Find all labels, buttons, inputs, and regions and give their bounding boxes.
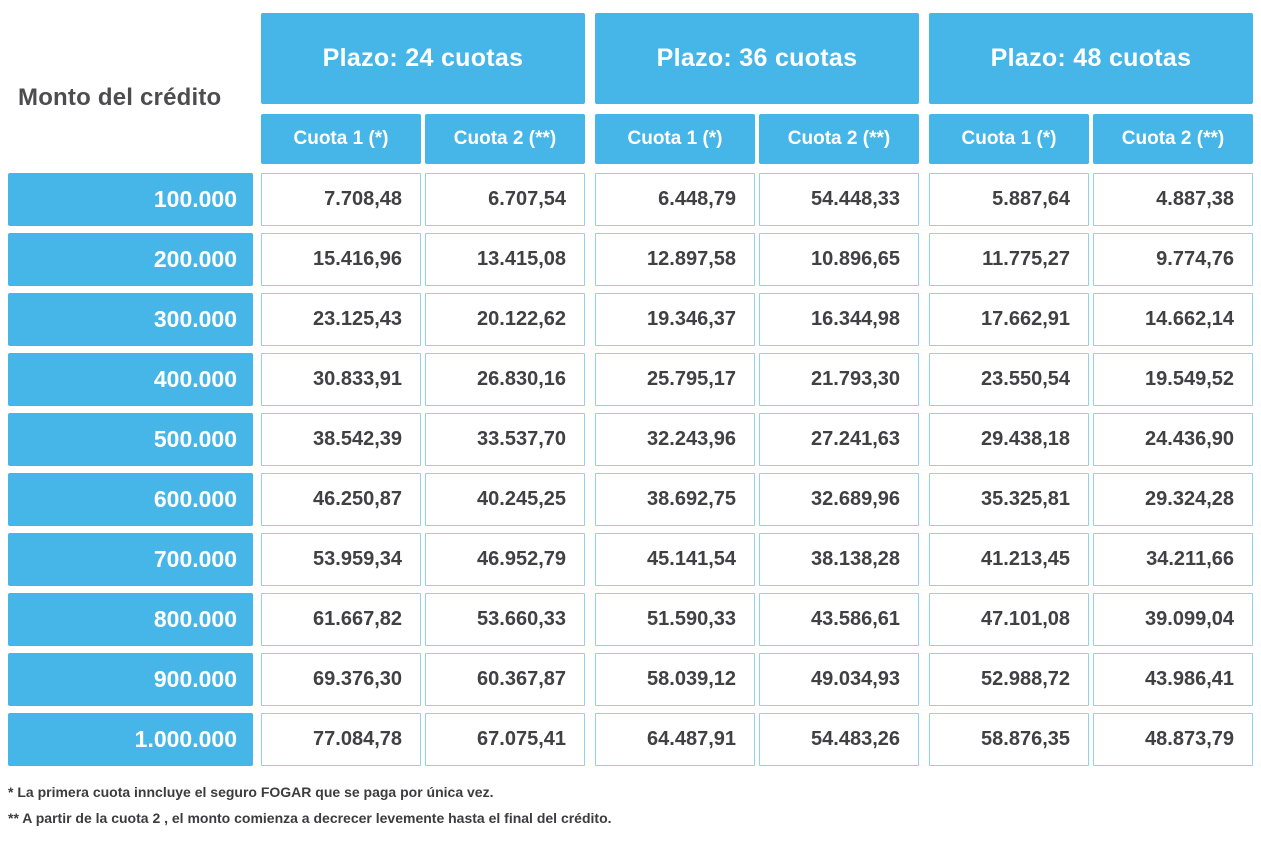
cell-36-cuota2: 49.034,93 [759, 653, 919, 706]
cell-24-cuota1: 61.667,82 [261, 593, 421, 646]
table-row: 200.000 15.416,96 13.415,08 12.897,58 10.896… [8, 233, 1253, 286]
row-monto-label: 800.000 [8, 593, 253, 646]
cell-24-cuota2: 46.952,79 [425, 533, 585, 586]
cell-36-cuota2: 54.448,33 [759, 173, 919, 226]
group-header-row: Plazo: 24 cuotas Plazo: 36 cuotas Plazo:… [8, 13, 1253, 104]
cell-36-cuota1: 51.590,33 [595, 593, 755, 646]
table-row: 1.000.000 77.084,78 67.075,41 64.487,91 54.4… [8, 713, 1253, 766]
cell-48-cuota1: 41.213,45 [929, 533, 1089, 586]
cell-48-cuota2: 29.324,28 [1093, 473, 1253, 526]
cell-24-cuota1: 15.416,96 [261, 233, 421, 286]
cell-24-cuota1: 77.084,78 [261, 713, 421, 766]
cell-48-cuota2: 4.887,38 [1093, 173, 1253, 226]
cell-36-cuota2: 43.586,61 [759, 593, 919, 646]
table-body: 100.000 7.708,48 6.707,54 6.448,79 54.448,33… [8, 173, 1253, 766]
subheader-36-cuota1: Cuota 1 (*) [595, 114, 755, 164]
table-row: 900.000 69.376,30 60.367,87 58.039,12 49.034… [8, 653, 1253, 706]
subheader-48-cuota1: Cuota 1 (*) [929, 114, 1089, 164]
cell-24-cuota1: 69.376,30 [261, 653, 421, 706]
cell-48-cuota1: 47.101,08 [929, 593, 1089, 646]
cell-36-cuota1: 64.487,91 [595, 713, 755, 766]
cell-36-cuota1: 38.692,75 [595, 473, 755, 526]
cell-36-cuota2: 38.138,28 [759, 533, 919, 586]
cell-36-cuota2: 21.793,30 [759, 353, 919, 406]
cell-24-cuota2: 60.367,87 [425, 653, 585, 706]
cell-24-cuota2: 67.075,41 [425, 713, 585, 766]
cell-24-cuota2: 6.707,54 [425, 173, 585, 226]
row-monto-label: 600.000 [8, 473, 253, 526]
cell-24-cuota2: 26.830,16 [425, 353, 585, 406]
cell-48-cuota1: 29.438,18 [929, 413, 1089, 466]
subheader-48-cuota2: Cuota 2 (**) [1093, 114, 1253, 164]
subheader-36-cuota2: Cuota 2 (**) [759, 114, 919, 164]
cell-24-cuota2: 13.415,08 [425, 233, 585, 286]
footnote-decrecer: ** A partir de la cuota 2 , el monto com… [8, 810, 612, 826]
row-monto-label: 400.000 [8, 353, 253, 406]
cell-24-cuota1: 46.250,87 [261, 473, 421, 526]
cell-48-cuota1: 52.988,72 [929, 653, 1089, 706]
cell-48-cuota2: 39.099,04 [1093, 593, 1253, 646]
cell-48-cuota1: 5.887,64 [929, 173, 1089, 226]
row-monto-label: 300.000 [8, 293, 253, 346]
cell-24-cuota2: 53.660,33 [425, 593, 585, 646]
cell-36-cuota2: 32.689,96 [759, 473, 919, 526]
cell-48-cuota1: 35.325,81 [929, 473, 1089, 526]
cell-24-cuota1: 38.542,39 [261, 413, 421, 466]
cell-48-cuota2: 34.211,66 [1093, 533, 1253, 586]
cell-48-cuota1: 11.775,27 [929, 233, 1089, 286]
cell-36-cuota2: 16.344,98 [759, 293, 919, 346]
subheader-24-cuota1: Cuota 1 (*) [261, 114, 421, 164]
cell-24-cuota2: 40.245,25 [425, 473, 585, 526]
footnote-seguro-fogar: * La primera cuota inncluye el seguro FO… [8, 784, 494, 800]
cell-24-cuota1: 30.833,91 [261, 353, 421, 406]
row-monto-label: 700.000 [8, 533, 253, 586]
row-monto-label: 100.000 [8, 173, 253, 226]
cell-36-cuota2: 27.241,63 [759, 413, 919, 466]
cell-48-cuota2: 43.986,41 [1093, 653, 1253, 706]
table-row: 100.000 7.708,48 6.707,54 6.448,79 54.448,33… [8, 173, 1253, 226]
row-monto-label: 500.000 [8, 413, 253, 466]
cell-24-cuota2: 20.122,62 [425, 293, 585, 346]
cell-24-cuota2: 33.537,70 [425, 413, 585, 466]
cell-24-cuota1: 23.125,43 [261, 293, 421, 346]
cell-36-cuota2: 54.483,26 [759, 713, 919, 766]
cell-36-cuota1: 25.795,17 [595, 353, 755, 406]
cell-24-cuota1: 7.708,48 [261, 173, 421, 226]
cell-24-cuota1: 53.959,34 [261, 533, 421, 586]
cell-48-cuota1: 23.550,54 [929, 353, 1089, 406]
footnotes: * La primera cuota inncluye el seguro FO… [8, 784, 1253, 826]
row-monto-label: 200.000 [8, 233, 253, 286]
row-monto-label: 1.000.000 [8, 713, 253, 766]
cell-48-cuota2: 24.436,90 [1093, 413, 1253, 466]
group-header-plazo-36: Plazo: 36 cuotas [595, 13, 919, 104]
cell-36-cuota2: 10.896,65 [759, 233, 919, 286]
corner-label-monto-del-credito: Monto del crédito [18, 84, 222, 111]
cell-48-cuota1: 17.662,91 [929, 293, 1089, 346]
table-row: 700.000 53.959,34 46.952,79 45.141,54 38.138… [8, 533, 1253, 586]
subheader-24-cuota2: Cuota 2 (**) [425, 114, 585, 164]
table-row: 400.000 30.833,91 26.830,16 25.795,17 21.793… [8, 353, 1253, 406]
cell-36-cuota1: 6.448,79 [595, 173, 755, 226]
group-header-plazo-24: Plazo: 24 cuotas [261, 13, 585, 104]
cell-48-cuota2: 14.662,14 [1093, 293, 1253, 346]
cell-48-cuota2: 9.774,76 [1093, 233, 1253, 286]
table-row: 800.000 61.667,82 53.660,33 51.590,33 43.586… [8, 593, 1253, 646]
table-row: 300.000 23.125,43 20.122,62 19.346,37 16.344… [8, 293, 1253, 346]
cell-48-cuota2: 48.873,79 [1093, 713, 1253, 766]
cell-36-cuota1: 12.897,58 [595, 233, 755, 286]
cell-36-cuota1: 45.141,54 [595, 533, 755, 586]
cell-36-cuota1: 32.243,96 [595, 413, 755, 466]
row-monto-label: 900.000 [8, 653, 253, 706]
table-row: 500.000 38.542,39 33.537,70 32.243,96 27.241… [8, 413, 1253, 466]
group-header-plazo-48: Plazo: 48 cuotas [929, 13, 1253, 104]
cell-36-cuota1: 19.346,37 [595, 293, 755, 346]
subheader-row: Cuota 1 (*) Cuota 2 (**) Cuota 1 (*) Cuo… [8, 114, 1253, 164]
cell-48-cuota2: 19.549,52 [1093, 353, 1253, 406]
table-row: 600.000 46.250,87 40.245,25 38.692,75 32.689… [8, 473, 1253, 526]
cell-36-cuota1: 58.039,12 [595, 653, 755, 706]
cell-48-cuota1: 58.876,35 [929, 713, 1089, 766]
